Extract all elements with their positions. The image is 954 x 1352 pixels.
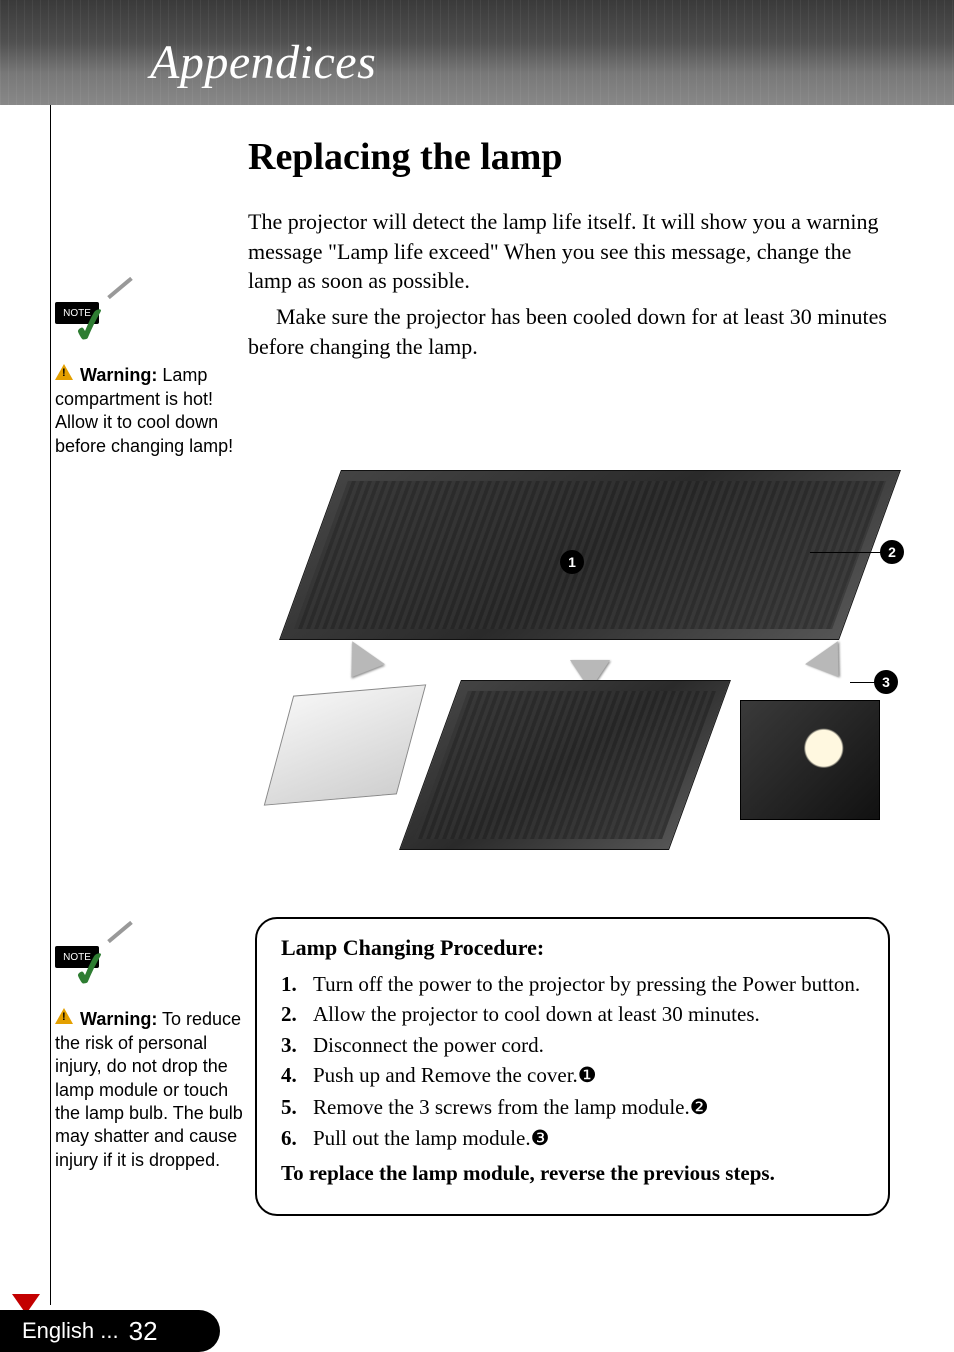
warning-text-2: Warning: To reduce the risk of personal …: [55, 1008, 245, 1172]
step-text: Pull out the lamp module.❸: [313, 1123, 549, 1154]
procedure-list: 1. Turn off the power to the projector by…: [281, 969, 864, 1155]
step-text: Disconnect the power cord.: [313, 1030, 544, 1060]
page-footer: English ... 32: [0, 1294, 210, 1352]
arrow-down-right-icon: [805, 641, 855, 689]
projector-cover-removed-view: [399, 680, 731, 850]
projector-bottom-view: [279, 470, 901, 640]
procedure-step: 5. Remove the 3 screws from the lamp modu…: [281, 1092, 864, 1123]
footer-language: English ...: [22, 1318, 119, 1344]
procedure-step: 3. Disconnect the power cord.: [281, 1030, 864, 1060]
procedure-step: 1. Turn off the power to the projector by…: [281, 969, 864, 999]
step-text: Push up and Remove the cover.❶: [313, 1060, 597, 1091]
step-number: 6.: [281, 1123, 303, 1154]
note-block-hot-lamp: NOTE ✓ Warning: Lamp compartment is hot!…: [55, 288, 245, 458]
warning-text-1: Warning: Lamp compartment is hot! Allow …: [55, 364, 245, 458]
callout-3: 3: [874, 670, 898, 694]
step-text: Allow the projector to cool down at leas…: [313, 999, 760, 1029]
arrow-down-left-icon: [335, 641, 385, 689]
step-text: Remove the 3 screws from the lamp module…: [313, 1092, 709, 1123]
header-band: Appendices: [0, 0, 954, 105]
step-text: Turn off the power to the projector by p…: [313, 969, 860, 999]
procedure-title: Lamp Changing Procedure:: [281, 935, 864, 961]
main-content: Replacing the lamp The projector will de…: [248, 135, 888, 367]
checkmark-icon: ✓: [66, 293, 116, 361]
procedure-closing: To replace the lamp module, reverse the …: [281, 1161, 864, 1186]
step-number: 2.: [281, 999, 303, 1029]
section-heading: Replacing the lamp: [248, 135, 888, 179]
callout-1: 1: [560, 550, 584, 574]
step-number: 4.: [281, 1060, 303, 1091]
lamp-module-view: [740, 700, 880, 820]
pencil-icon: [107, 921, 133, 943]
note-icon: NOTE ✓: [55, 932, 130, 992]
intro-paragraph-1: The projector will detect the lamp life …: [248, 207, 888, 296]
procedure-box: Lamp Changing Procedure: 1. Turn off the …: [255, 917, 890, 1216]
callout-2: 2: [880, 540, 904, 564]
warning-body-2: To reduce the risk of personal injury, d…: [55, 1009, 243, 1169]
warning-label: Warning:: [80, 1009, 157, 1029]
step-number: 5.: [281, 1092, 303, 1123]
callout-line-2: [810, 552, 882, 553]
step-number: 1.: [281, 969, 303, 999]
note-block-injury-risk: NOTE ✓ Warning: To reduce the risk of pe…: [55, 932, 245, 1172]
warning-label: Warning:: [80, 365, 157, 385]
procedure-step: 4. Push up and Remove the cover.❶: [281, 1060, 864, 1091]
pencil-icon: [107, 277, 133, 299]
footer-bar: English ... 32: [0, 1310, 220, 1352]
page-number: 32: [129, 1316, 158, 1347]
warning-triangle-icon: [55, 364, 73, 380]
step-number: 3.: [281, 1030, 303, 1060]
intro-paragraph-2: Make sure the projector has been cooled …: [248, 302, 888, 361]
page-section-title: Appendices: [150, 35, 376, 90]
lamp-cover-panel: [264, 684, 427, 805]
procedure-step: 6. Pull out the lamp module.❸: [281, 1123, 864, 1154]
vertical-margin-line: [50, 105, 51, 1305]
note-icon: NOTE ✓: [55, 288, 130, 348]
procedure-step: 2. Allow the projector to cool down at le…: [281, 999, 864, 1029]
checkmark-icon: ✓: [66, 937, 116, 1005]
warning-triangle-icon: [55, 1008, 73, 1024]
lamp-replacement-figure: 1 2 3: [250, 450, 890, 890]
